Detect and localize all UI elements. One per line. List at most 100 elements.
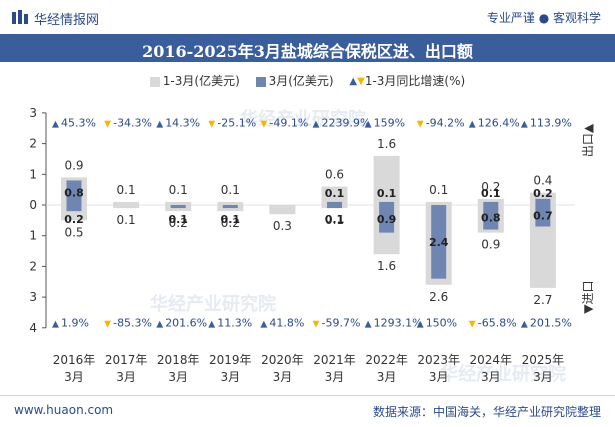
- label-export-q1: 0.6: [325, 168, 344, 182]
- growth-down-icon: ▼: [417, 120, 424, 130]
- bar-export-q1: [373, 155, 400, 205]
- growth-up-icon: ▲: [52, 319, 59, 329]
- label-import-growth: 150%: [426, 316, 457, 329]
- x-tick-label: 2020年: [261, 353, 304, 367]
- legend-q1-swatch: [149, 76, 160, 87]
- x-tick-label: 3月: [64, 370, 84, 384]
- bar-export-q1: [321, 186, 348, 205]
- y-tick-label: 2: [29, 137, 37, 151]
- bar-export-march: [483, 201, 499, 205]
- label-import-growth: 201.5%: [530, 316, 572, 329]
- side-label-export: 出口▲: [581, 123, 595, 157]
- bar-import-q1: [165, 205, 192, 212]
- watermark-text: 华经产业研究院: [440, 363, 566, 385]
- x-tick-label: 3月: [377, 370, 397, 384]
- bar-export-q1: [217, 201, 244, 205]
- legend-q1: 1-3月(亿美元): [149, 72, 240, 89]
- label-export-growth: -49.1%: [269, 117, 308, 130]
- label-export-growth: 2239.9%: [322, 117, 371, 130]
- side-label-import: ▼进口: [581, 280, 595, 313]
- label-export-q1: 0.2: [481, 180, 500, 194]
- bar-import-q1: [217, 205, 244, 212]
- footer-source: 数据来源：中国海关，华经产业研究院整理: [372, 405, 601, 419]
- watermark-text: 华经产业研究院: [150, 293, 276, 315]
- label-import-q1: 2.7: [533, 293, 552, 307]
- y-tick-label: 3: [29, 106, 37, 120]
- label-export-growth: 126.4%: [478, 117, 520, 130]
- label-import-q1: 1.6: [377, 259, 396, 273]
- growth-up-icon: ▲: [469, 120, 476, 130]
- legend-march-label: 3月(亿美元): [268, 74, 334, 88]
- bar-import-march: [535, 205, 551, 227]
- label-import-march: 0.1: [221, 213, 241, 226]
- legend: 1-3月(亿美元) 3月(亿美元) ▲▼1-3月同比增速(%): [0, 72, 615, 89]
- x-tick-label: 2024年: [470, 353, 513, 367]
- legend-growth: ▲▼1-3月同比增速(%): [349, 72, 465, 89]
- label-export-march: 0.1: [481, 187, 501, 200]
- growth-down-icon: ▼: [469, 319, 476, 329]
- x-tick-label: 3月: [533, 370, 553, 384]
- label-import-growth: 11.3%: [217, 316, 252, 329]
- label-export-q1: 0.1: [221, 183, 240, 197]
- label-import-march: 2.4: [429, 236, 449, 249]
- growth-up-icon: ▲: [521, 120, 528, 130]
- bar-export-q1: [165, 201, 192, 205]
- growth-up-icon: ▲: [156, 120, 163, 130]
- growth-up-icon: ▲: [313, 120, 320, 130]
- label-import-q1: 0.2: [169, 216, 188, 230]
- top-bar: 华经情报网 专业严谨 ● 客观科学: [0, 0, 615, 34]
- y-tick-label: 4: [29, 321, 37, 335]
- y-tick-label: 3: [29, 290, 37, 304]
- label-import-q1: 2.6: [429, 290, 448, 304]
- growth-up-icon: ▲: [365, 319, 372, 329]
- logo-icon: [12, 10, 28, 24]
- bar-import-march: [222, 205, 238, 209]
- bar-import-march: [483, 205, 499, 230]
- bar-export-q1: [425, 201, 452, 205]
- label-export-q1: 0.1: [117, 183, 136, 197]
- label-export-growth: 159%: [374, 117, 405, 130]
- label-export-q1: 0.4: [533, 174, 552, 188]
- growth-down-icon: ▼: [313, 319, 320, 329]
- x-tick-label: 3月: [325, 370, 345, 384]
- label-import-growth: -85.3%: [113, 316, 152, 329]
- label-import-march: 0.1: [168, 213, 188, 226]
- bar-import-q1: [113, 205, 140, 209]
- y-tick-label: 0: [29, 198, 37, 212]
- growth-up-icon: ▲: [417, 319, 424, 329]
- bar-import-march: [327, 205, 342, 209]
- bar-import-march: [431, 205, 447, 279]
- label-import-q1: 0.1: [117, 213, 136, 227]
- label-import-growth: 201.6%: [165, 316, 207, 329]
- label-import-growth: 1.9%: [61, 316, 89, 329]
- y-tick-label: 1: [29, 229, 37, 243]
- x-tick-label: 3月: [220, 370, 240, 384]
- bar-import-q1: [269, 205, 296, 215]
- y-tick-label: 2: [29, 259, 37, 273]
- growth-up-icon: ▲: [208, 319, 215, 329]
- chart-plot: 华经产业研究院华经产业研究院华经产业研究院321012340.90.50.80.…: [29, 106, 595, 385]
- bar-import-march: [170, 205, 186, 209]
- label-import-march: 0.1: [325, 213, 345, 226]
- label-export-march: 0.8: [64, 186, 84, 199]
- x-tick-label: 2017年: [105, 353, 148, 367]
- x-tick-label: 2016年: [53, 353, 96, 367]
- x-tick-label: 2019年: [209, 353, 252, 367]
- label-export-growth: -25.1%: [217, 117, 256, 130]
- label-export-growth: -34.3%: [113, 117, 152, 130]
- growth-up-icon: ▲: [365, 120, 372, 130]
- label-import-growth: -59.7%: [322, 316, 361, 329]
- chart-title: 2016-2025年3月盐城综合保税区进、出口额: [142, 42, 473, 61]
- growth-down-icon: ▼: [104, 319, 111, 329]
- bar-import-march: [66, 205, 82, 212]
- legend-growth-label: 1-3月同比增速(%): [364, 74, 466, 88]
- bar-export-march: [327, 201, 342, 205]
- footer-divider: [0, 395, 615, 396]
- growth-up-icon: ▲: [260, 319, 267, 329]
- label-import-q1: 0.3: [273, 219, 292, 233]
- growth-up-icon: ▲: [52, 120, 59, 130]
- x-tick-label: 2022年: [365, 353, 408, 367]
- brand-name: 华经情报网: [34, 13, 100, 28]
- x-tick-label: 2025年: [522, 353, 565, 367]
- bar-export-q1: [477, 198, 504, 205]
